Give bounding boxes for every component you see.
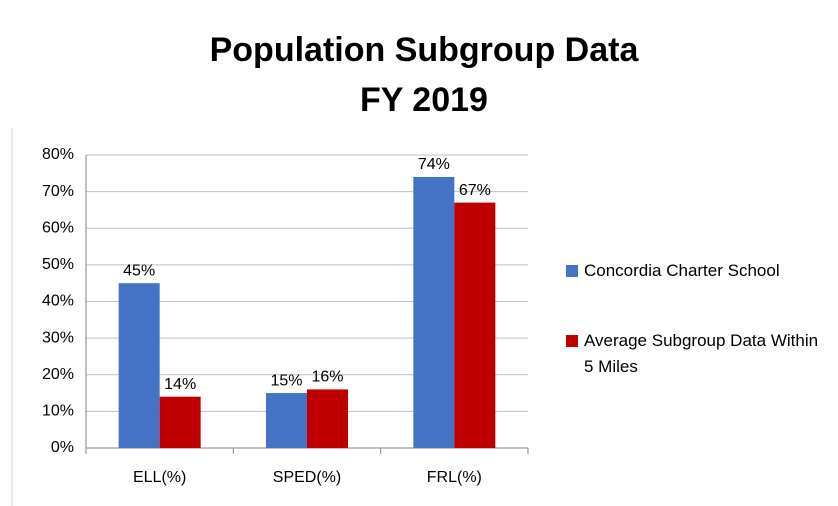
y-tick-label: 30% <box>42 329 74 346</box>
legend-label: Average Subgroup Data Within 5 Miles <box>584 331 819 376</box>
legend-swatch <box>566 265 578 277</box>
x-tick-label: SPED(%) <box>273 469 341 486</box>
data-label: 14% <box>164 376 196 393</box>
bar <box>454 202 496 448</box>
y-tick-label: 0% <box>51 439 74 456</box>
y-tick-label: 50% <box>42 256 74 273</box>
data-label: 74% <box>418 156 450 173</box>
y-tick-label: 40% <box>42 293 74 310</box>
data-label: 16% <box>311 369 343 386</box>
x-tick-label: FRL(%) <box>427 469 482 486</box>
bar <box>307 389 348 448</box>
y-tick-label: 70% <box>42 183 74 200</box>
y-tick-label: 20% <box>42 366 74 383</box>
bar <box>159 396 201 448</box>
legend-label: Concordia Charter School <box>584 261 780 280</box>
x-tick-label: ELL(%) <box>133 469 186 486</box>
y-tick-label: 10% <box>42 403 74 420</box>
bar <box>266 393 307 448</box>
bar <box>118 283 160 448</box>
y-tick-label: 80% <box>42 146 74 163</box>
data-label: 45% <box>123 262 155 279</box>
chart-title: FY 2019 <box>360 81 488 119</box>
data-label: 15% <box>270 372 302 389</box>
data-label: 67% <box>459 182 491 199</box>
legend-swatch <box>566 335 578 347</box>
legend-entry: Average Subgroup Data Within 5 Miles <box>566 328 826 380</box>
y-tick-label: 60% <box>42 219 74 236</box>
legend-entry: Concordia Charter School <box>566 258 826 284</box>
chart-title: Population Subgroup Data <box>210 31 640 69</box>
bar <box>413 176 455 448</box>
